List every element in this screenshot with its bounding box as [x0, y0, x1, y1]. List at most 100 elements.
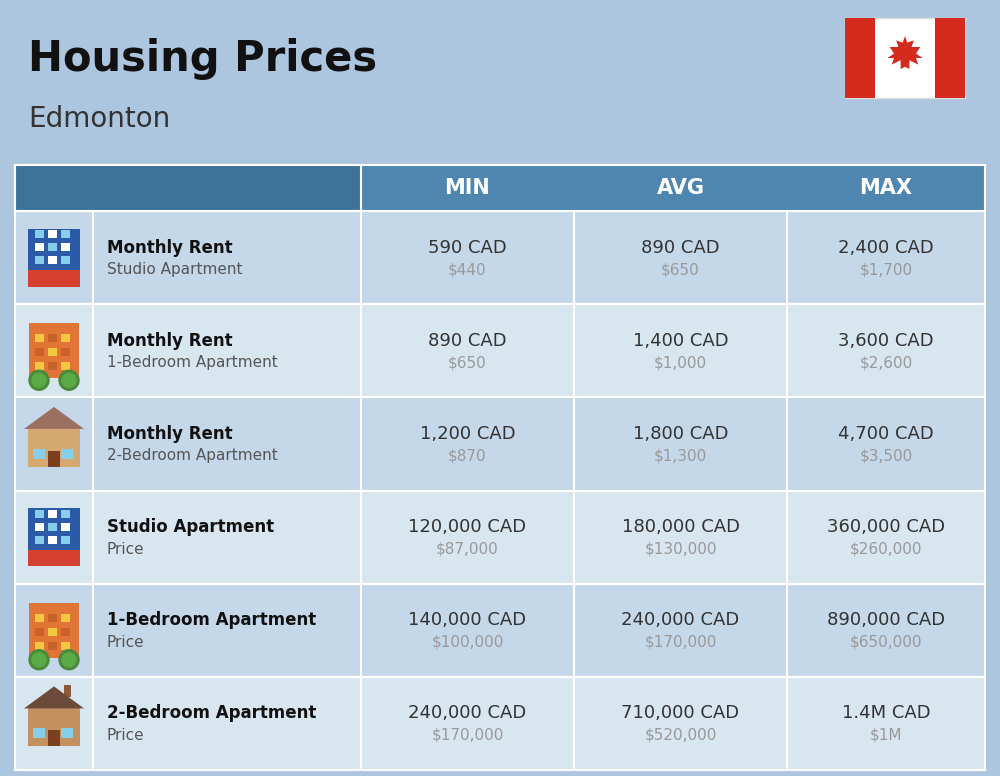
Circle shape	[59, 650, 79, 670]
Polygon shape	[24, 687, 84, 708]
FancyBboxPatch shape	[35, 230, 44, 238]
FancyBboxPatch shape	[29, 324, 79, 378]
Text: Studio Apartment: Studio Apartment	[107, 262, 242, 277]
Text: 1.4M CAD: 1.4M CAD	[842, 705, 930, 722]
Text: 1,800 CAD: 1,800 CAD	[633, 425, 728, 443]
Text: $2,600: $2,600	[859, 355, 913, 370]
Text: 240,000 CAD: 240,000 CAD	[408, 705, 527, 722]
FancyBboxPatch shape	[61, 362, 70, 370]
Text: Housing Prices: Housing Prices	[28, 38, 377, 80]
Text: 2,400 CAD: 2,400 CAD	[838, 238, 934, 257]
FancyBboxPatch shape	[35, 628, 44, 636]
FancyBboxPatch shape	[48, 244, 57, 251]
Circle shape	[29, 370, 49, 390]
Text: Price: Price	[107, 542, 145, 556]
FancyBboxPatch shape	[48, 730, 60, 747]
Text: $87,000: $87,000	[436, 542, 499, 556]
FancyBboxPatch shape	[35, 614, 44, 622]
Text: 360,000 CAD: 360,000 CAD	[827, 518, 945, 536]
Text: 1,400 CAD: 1,400 CAD	[633, 332, 728, 350]
Text: Edmonton: Edmonton	[28, 105, 170, 133]
Text: $170,000: $170,000	[644, 635, 717, 650]
Text: 180,000 CAD: 180,000 CAD	[622, 518, 740, 536]
FancyBboxPatch shape	[64, 685, 71, 698]
Text: 240,000 CAD: 240,000 CAD	[621, 611, 740, 629]
FancyBboxPatch shape	[28, 708, 80, 747]
FancyBboxPatch shape	[845, 18, 965, 98]
Polygon shape	[24, 407, 84, 429]
Text: Monthly Rent: Monthly Rent	[107, 238, 233, 257]
Polygon shape	[887, 36, 923, 69]
FancyBboxPatch shape	[15, 584, 985, 677]
Text: $170,000: $170,000	[431, 728, 504, 743]
Text: 1,200 CAD: 1,200 CAD	[420, 425, 515, 443]
FancyBboxPatch shape	[61, 256, 70, 265]
FancyBboxPatch shape	[61, 614, 70, 622]
FancyBboxPatch shape	[61, 642, 70, 650]
FancyBboxPatch shape	[48, 642, 57, 650]
FancyBboxPatch shape	[48, 348, 57, 356]
FancyBboxPatch shape	[28, 550, 80, 566]
Text: 2-Bedroom Apartment: 2-Bedroom Apartment	[107, 449, 278, 463]
FancyBboxPatch shape	[33, 729, 45, 739]
FancyBboxPatch shape	[61, 729, 73, 739]
FancyBboxPatch shape	[35, 510, 44, 518]
FancyBboxPatch shape	[29, 603, 79, 658]
FancyBboxPatch shape	[28, 508, 80, 566]
FancyBboxPatch shape	[48, 230, 57, 238]
Circle shape	[62, 653, 76, 667]
Text: $100,000: $100,000	[431, 635, 504, 650]
Text: AVG: AVG	[656, 178, 704, 198]
Text: Price: Price	[107, 728, 145, 743]
FancyBboxPatch shape	[28, 429, 80, 467]
FancyBboxPatch shape	[61, 628, 70, 636]
Text: 4,700 CAD: 4,700 CAD	[838, 425, 934, 443]
FancyBboxPatch shape	[28, 270, 80, 286]
FancyBboxPatch shape	[61, 244, 70, 251]
FancyBboxPatch shape	[61, 536, 70, 544]
Text: 890 CAD: 890 CAD	[641, 238, 720, 257]
Text: 890 CAD: 890 CAD	[428, 332, 507, 350]
FancyBboxPatch shape	[35, 536, 44, 544]
FancyBboxPatch shape	[48, 510, 57, 518]
FancyBboxPatch shape	[845, 18, 875, 98]
Text: $1,700: $1,700	[859, 262, 913, 277]
FancyBboxPatch shape	[15, 211, 985, 304]
FancyBboxPatch shape	[33, 449, 45, 459]
Text: $260,000: $260,000	[850, 542, 922, 556]
Text: $3,500: $3,500	[859, 449, 913, 463]
FancyBboxPatch shape	[15, 165, 361, 211]
Text: $520,000: $520,000	[644, 728, 717, 743]
Text: $650,000: $650,000	[850, 635, 922, 650]
Text: $440: $440	[448, 262, 487, 277]
Text: $1,000: $1,000	[654, 355, 707, 370]
FancyBboxPatch shape	[35, 642, 44, 650]
Text: Studio Apartment: Studio Apartment	[107, 518, 274, 536]
Text: Price: Price	[107, 635, 145, 650]
Text: $650: $650	[661, 262, 700, 277]
FancyBboxPatch shape	[15, 490, 985, 584]
Text: 2-Bedroom Apartment: 2-Bedroom Apartment	[107, 705, 316, 722]
Circle shape	[29, 650, 49, 670]
Text: 120,000 CAD: 120,000 CAD	[408, 518, 527, 536]
FancyBboxPatch shape	[15, 165, 985, 211]
FancyBboxPatch shape	[48, 256, 57, 265]
FancyBboxPatch shape	[35, 348, 44, 356]
FancyBboxPatch shape	[48, 362, 57, 370]
FancyBboxPatch shape	[35, 523, 44, 531]
FancyBboxPatch shape	[48, 614, 57, 622]
Text: 1-Bedroom Apartment: 1-Bedroom Apartment	[107, 611, 316, 629]
Text: MAX: MAX	[860, 178, 912, 198]
FancyBboxPatch shape	[48, 536, 57, 544]
FancyBboxPatch shape	[61, 334, 70, 342]
Text: 890,000 CAD: 890,000 CAD	[827, 611, 945, 629]
FancyBboxPatch shape	[48, 523, 57, 531]
FancyBboxPatch shape	[35, 244, 44, 251]
Text: $1M: $1M	[870, 728, 902, 743]
Text: $870: $870	[448, 449, 487, 463]
FancyBboxPatch shape	[61, 348, 70, 356]
FancyBboxPatch shape	[15, 304, 985, 397]
Text: Monthly Rent: Monthly Rent	[107, 425, 233, 443]
FancyBboxPatch shape	[61, 510, 70, 518]
Circle shape	[59, 370, 79, 390]
